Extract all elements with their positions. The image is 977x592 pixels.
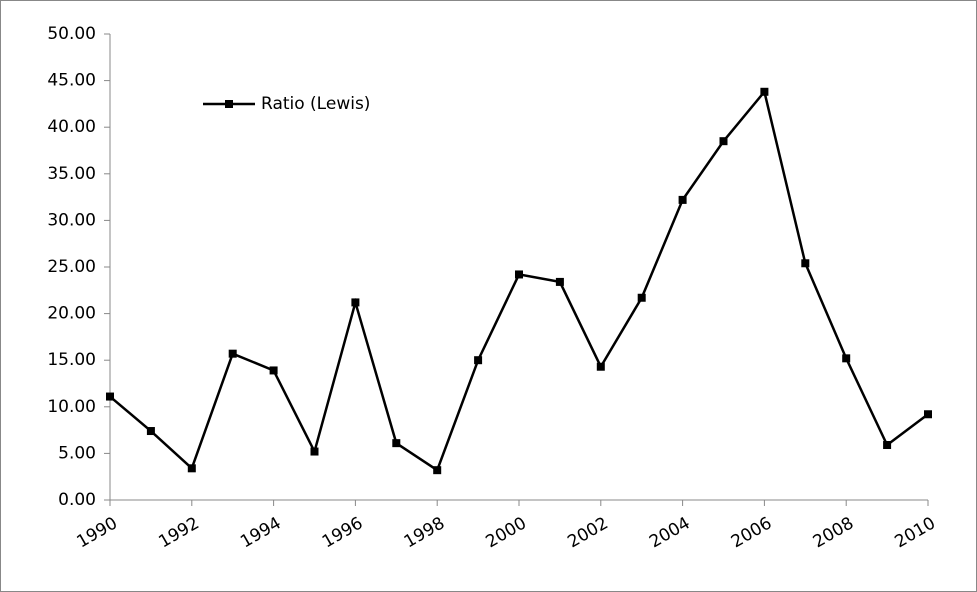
point: [842, 354, 851, 363]
y-tick-label: 45.00: [47, 71, 96, 91]
point: [719, 137, 728, 146]
point: [637, 293, 646, 302]
point: [474, 356, 483, 365]
point: [678, 195, 687, 204]
point: [596, 362, 605, 371]
legend-label: Ratio (Lewis): [261, 94, 370, 114]
point: [433, 466, 442, 475]
point: [146, 427, 155, 436]
point: [228, 349, 237, 358]
point: [269, 366, 278, 375]
point: [555, 277, 564, 286]
point: [351, 298, 360, 307]
point: [924, 410, 932, 419]
y-tick-label: 15.00: [47, 350, 96, 370]
y-tick-label: 35.00: [47, 164, 96, 184]
y-tick-label: 0.00: [58, 490, 96, 510]
y-tick-label: 25.00: [47, 257, 96, 277]
point: [883, 441, 892, 450]
point: [310, 447, 319, 456]
y-tick-label: 10.00: [47, 397, 96, 417]
point: [392, 439, 401, 448]
point: [106, 392, 114, 401]
y-tick-label: 50.00: [47, 24, 96, 44]
y-tick-label: 20.00: [47, 304, 96, 324]
point: [760, 87, 769, 96]
point: [801, 259, 810, 268]
legend-marker: [225, 100, 233, 108]
y-tick-label: 5.00: [58, 443, 96, 463]
point: [187, 464, 196, 473]
y-tick-label: 30.00: [47, 210, 96, 230]
point: [515, 270, 523, 279]
y-tick-label: 40.00: [47, 117, 96, 137]
